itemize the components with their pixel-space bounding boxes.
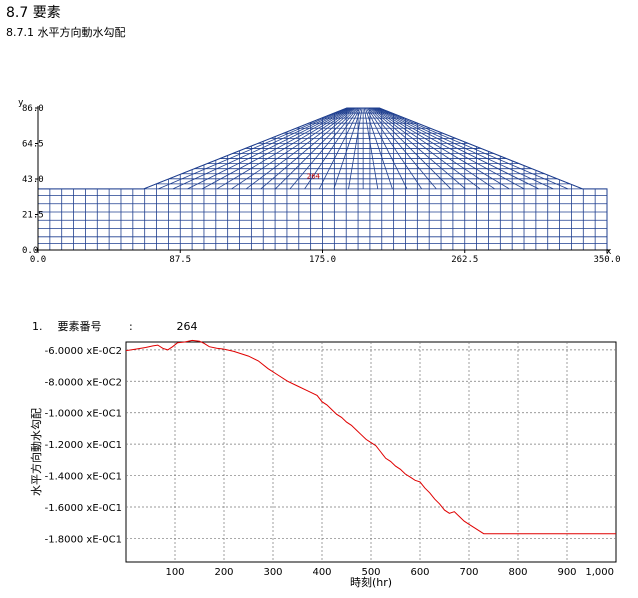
mesh-x-tick-label: 175.0 <box>309 255 336 265</box>
chart-y-ticks: -6.0000 xE-0C2 -8.0000 xE-0C2 -1.0000 xE-0… <box>45 346 122 546</box>
chart-y-tick-label: -1.6000 xE-0C1 <box>45 503 122 514</box>
mesh-x-tick-label: 87.5 <box>169 255 191 265</box>
chart-x-tick-label: 500 <box>361 567 380 578</box>
mesh-body-ray <box>374 107 525 190</box>
mesh-y-tick-label: 0.0 <box>22 246 38 256</box>
mesh-body-ray <box>370 107 466 190</box>
mesh-body-ray <box>172 107 350 190</box>
chart-y-tick-label: -1.4000 xE-0C1 <box>45 472 122 483</box>
section-title: 8.7 要素 <box>6 5 61 21</box>
mesh-body-ray <box>333 107 362 190</box>
mesh-body-ray <box>364 107 393 190</box>
chart-y-tick-label: -1.0000 xE-0C1 <box>45 409 122 420</box>
element-info: 1. 要素番号 : 264 <box>32 318 198 334</box>
chart-y-tick-label: -8.0000 xE-0C2 <box>45 377 122 388</box>
chart-x-tick-label: 800 <box>508 567 527 578</box>
chart-x-axis-label: 時刻(hr) <box>350 575 392 589</box>
chart-grid <box>126 342 616 562</box>
chart-x-tick-label: 400 <box>312 567 331 578</box>
mesh-y-tick-label: 43.0 <box>22 175 44 185</box>
mesh-body-ray <box>373 107 510 190</box>
mesh-body-ray <box>375 107 539 190</box>
chart-y-tick-label: -6.0000 xE-0C2 <box>45 346 122 357</box>
mesh-body-ray <box>371 107 481 190</box>
chart-x-tick-label: 300 <box>263 567 282 578</box>
chart-x-tick-label: 200 <box>214 567 233 578</box>
mesh-body-ray <box>260 107 356 190</box>
mesh-body-ray <box>378 107 569 190</box>
element-info-value: 264 <box>176 320 198 333</box>
highlight-element-label: 264 <box>307 173 321 181</box>
mesh-body-ray <box>367 107 423 190</box>
mesh-axes: y x <box>18 98 612 257</box>
mesh-body-ray <box>231 107 354 190</box>
mesh-body-ray <box>245 107 355 190</box>
mesh-body-ray <box>187 107 351 190</box>
element-info-label: 要素番号 <box>57 320 102 333</box>
mesh-ticks: 86.0 64.5 43.0 21.5 0.00.0 87.5 175.0 262.5 350.… <box>22 104 621 265</box>
dam-mesh-plot: y x 86.0 64.5 43.0 21.5 0.00.0 87.5 175.0 262.5… <box>18 98 621 265</box>
chart-y-axis-label: 水平方向動水勾配 <box>29 408 43 496</box>
chart-x-tick-label: 900 <box>557 567 576 578</box>
chart-y-tick-label: -1.2000 xE-0C1 <box>45 440 122 451</box>
chart-x-tick-label: 600 <box>410 567 429 578</box>
mesh-y-axis-label: y <box>18 98 24 108</box>
mesh-body-ray <box>363 107 379 189</box>
chart-plot-area <box>125 341 617 563</box>
chart-x-tick-label: 100 <box>165 567 184 578</box>
mesh-x-axis-label: x <box>606 247 612 257</box>
mesh-lines <box>37 107 608 251</box>
chart-x-tick-label: 700 <box>459 567 478 578</box>
mesh-body-ray <box>158 107 349 190</box>
mesh-body-ray <box>202 107 352 190</box>
mesh-y-tick-label: 64.5 <box>22 140 44 150</box>
mesh-x-tick-label: 0.0 <box>30 255 46 265</box>
mesh-body-ray <box>369 107 452 190</box>
mesh-body-ray <box>377 107 554 190</box>
series-line <box>125 339 616 535</box>
mesh-body-ray <box>318 107 361 190</box>
mesh-body-ray <box>372 107 496 190</box>
chart-x-tick-label: 1,000 <box>585 567 614 578</box>
mesh-x-tick-label: 350.0 <box>593 255 620 265</box>
element-info-colon: : <box>129 320 133 333</box>
mesh-body-ray <box>348 107 363 189</box>
mesh-body-ray <box>304 107 360 190</box>
chart-y-tick-label: -1.8000 xE-0C1 <box>45 534 122 545</box>
mesh-body-ray <box>368 107 437 190</box>
subsection-title: 8.7.1 水平方向動水勾配 <box>6 26 126 39</box>
mesh-y-tick-label: 86.0 <box>22 104 44 114</box>
chart-x-ticks: 100 200 300 400 500 600 700 800 900 1,000 <box>165 567 614 578</box>
mesh-body-ray <box>275 107 357 190</box>
mesh-body-ray <box>289 107 359 190</box>
mesh-body-ray <box>216 107 353 190</box>
mesh-x-tick-label: 262.5 <box>451 255 478 265</box>
mesh-body-ray <box>366 107 408 190</box>
mesh-y-tick-label: 21.5 <box>22 211 44 221</box>
element-info-index: 1. <box>32 320 43 333</box>
